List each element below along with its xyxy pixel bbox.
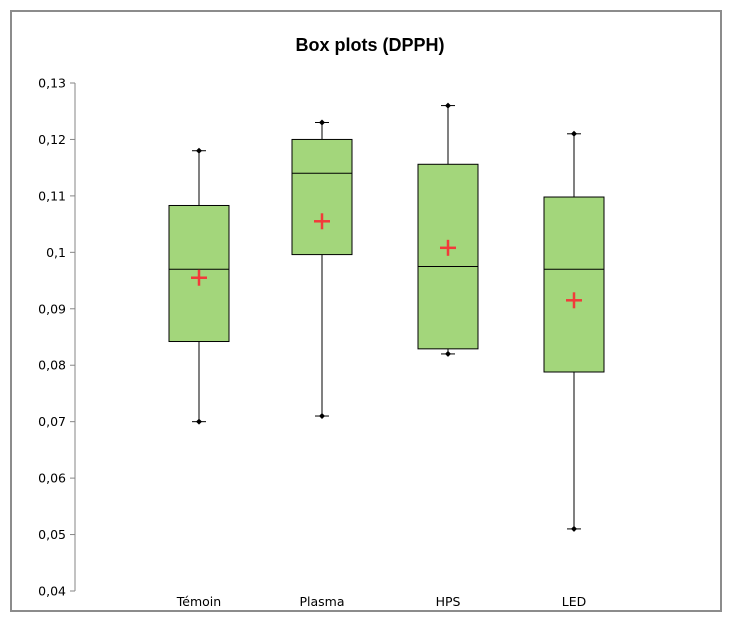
x-axis: Témoin Plasma HPS LED [176, 594, 586, 609]
max-point [196, 147, 202, 154]
y-tick-label: 0,13 [38, 76, 66, 91]
box-led [543, 130, 605, 532]
y-tick-label: 0,1 [46, 245, 66, 260]
chart-title: Box plots (DPPH) [295, 35, 444, 55]
y-axis: 0,04 0,05 0,06 0,07 0,08 0,09 0,1 0,11 0,12 0,13 [38, 76, 76, 599]
y-tick-label: 0,05 [38, 527, 66, 542]
y-tick-label: 0,11 [38, 188, 66, 203]
box-plasma [291, 119, 353, 420]
y-tick-label: 0,09 [38, 301, 66, 316]
y-tick-label: 0,07 [38, 414, 66, 429]
y-tick-label: 0,08 [38, 358, 66, 373]
min-point [571, 525, 577, 532]
box-hps [417, 102, 479, 357]
category-label: HPS [436, 594, 461, 609]
category-label: Témoin [176, 594, 221, 609]
box-temoin [168, 147, 230, 425]
y-tick-label: 0,06 [38, 471, 66, 486]
min-point [319, 413, 325, 420]
category-label: LED [562, 594, 587, 609]
max-point [571, 130, 577, 137]
y-tick-label: 0,12 [38, 132, 66, 147]
plot-area [168, 102, 605, 532]
min-point [196, 418, 202, 425]
box-body [417, 163, 479, 350]
category-label: Plasma [299, 594, 344, 609]
max-point [445, 102, 451, 109]
y-tick-label: 0,04 [38, 584, 66, 599]
box-body [543, 196, 605, 373]
box-body [291, 138, 353, 256]
min-point [445, 350, 451, 357]
max-point [319, 119, 325, 126]
